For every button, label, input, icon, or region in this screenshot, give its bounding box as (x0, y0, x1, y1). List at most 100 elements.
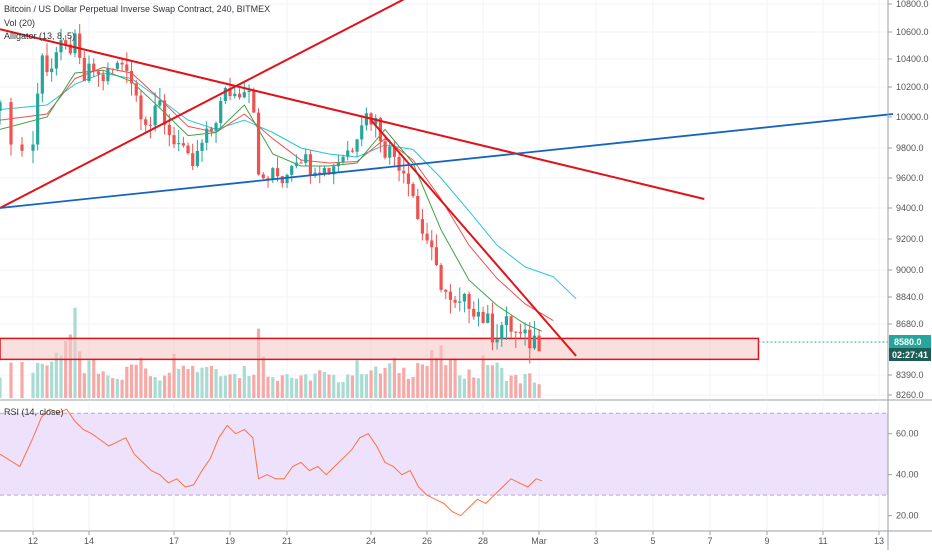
candle-body (167, 124, 171, 136)
volume-bar (425, 366, 429, 398)
time-tick-label: 13 (874, 536, 884, 546)
candle-body (364, 113, 369, 126)
candle-body (153, 105, 157, 126)
candle-body (144, 119, 148, 125)
volume-bar (96, 373, 101, 398)
time-tick-label: 28 (478, 536, 488, 546)
volume-bar (106, 375, 110, 398)
candle-body (523, 329, 527, 334)
candle-body (476, 311, 481, 317)
price-tick-label: 10800.0 (896, 0, 929, 9)
volume-bar (355, 360, 359, 398)
volume-bar (420, 364, 425, 398)
candle-body (36, 93, 40, 145)
volume-bar (388, 363, 392, 398)
volume-bar (167, 372, 171, 398)
candle-body (129, 70, 134, 84)
volume-bar (40, 363, 44, 398)
volume-bar (350, 375, 354, 398)
volume-bar (68, 334, 72, 398)
candle-body (200, 142, 204, 151)
volume-bar (9, 362, 13, 398)
volume-bar (514, 374, 518, 398)
last-price-tag (889, 335, 931, 348)
candle-body (402, 170, 406, 174)
candle-body (134, 83, 138, 96)
candle-body (532, 335, 537, 349)
alligator-indicator-label[interactable]: Alligator (13, 8, 5) (4, 31, 76, 41)
candle-body (430, 240, 434, 248)
volume-bar (509, 375, 513, 398)
volume-bar (369, 370, 373, 398)
time-tick-label: 3 (593, 536, 598, 546)
volume-bar (252, 374, 256, 398)
candle-body (219, 100, 223, 124)
volume-bar (266, 376, 270, 398)
candle-body (92, 63, 96, 72)
volume-bar (402, 367, 406, 398)
volume-bar (318, 370, 322, 398)
volume-bar (308, 380, 312, 398)
candle-body (247, 90, 251, 93)
candle-body (177, 143, 181, 145)
volume-bar (115, 378, 119, 398)
volume-bar (101, 371, 105, 398)
price-tick-label: 8260.0 (896, 390, 924, 400)
candle-body (20, 144, 24, 151)
candle-body (406, 173, 411, 184)
candle-body (237, 93, 242, 98)
rsi-indicator-label[interactable]: RSI (14, close) (4, 407, 64, 417)
steep-descending-trendline (370, 119, 577, 357)
volume-indicator-label[interactable]: Vol (20) (4, 18, 36, 28)
volume-bar (411, 376, 415, 398)
candle-body (518, 331, 523, 334)
candle-body (509, 316, 513, 332)
candle-body (223, 88, 227, 101)
rsi-tick-label: 40.00 (896, 470, 919, 480)
volume-bar (444, 365, 448, 398)
candle-body (290, 166, 294, 175)
candle-body (392, 146, 397, 157)
candle-body (308, 154, 312, 176)
volume-bar (374, 366, 378, 398)
time-tick-label: 21 (282, 536, 292, 546)
candle-body (537, 335, 541, 352)
candle-body (158, 100, 162, 106)
candle-body (111, 68, 115, 70)
volume-bar (532, 382, 537, 398)
candle-body (411, 183, 415, 197)
ascending-trendline (0, 0, 405, 209)
candle-body (82, 57, 86, 81)
volume-bar (186, 369, 190, 398)
candle-body (448, 291, 453, 300)
volume-bar (280, 375, 284, 398)
bar-countdown-value: 02:27:41 (892, 350, 928, 360)
volume-bar (0, 377, 2, 398)
time-tick-label: 19 (225, 536, 235, 546)
candle-body (275, 168, 280, 177)
candle-body (453, 299, 457, 303)
volume-bar (195, 372, 199, 398)
candle-body (444, 289, 448, 292)
volume-bar (360, 374, 364, 398)
volume-bar (242, 365, 246, 398)
alligator-jaw-line (0, 72, 577, 300)
candle-body (486, 313, 490, 323)
candle-body (115, 62, 119, 69)
candle-body (87, 63, 91, 81)
rsi-band (0, 413, 888, 496)
candle-body (388, 146, 392, 158)
candle-body (209, 128, 213, 131)
candle-body (191, 153, 195, 166)
candle-body (186, 145, 190, 154)
volume-bar (120, 379, 124, 398)
candle-body (500, 325, 504, 340)
volume-bar (322, 371, 326, 398)
price-tick-label: 10400.0 (896, 54, 929, 64)
volume-bar (495, 362, 499, 398)
time-tick-label: 14 (84, 536, 94, 546)
candle-body (299, 162, 303, 164)
candle-body (425, 233, 429, 241)
